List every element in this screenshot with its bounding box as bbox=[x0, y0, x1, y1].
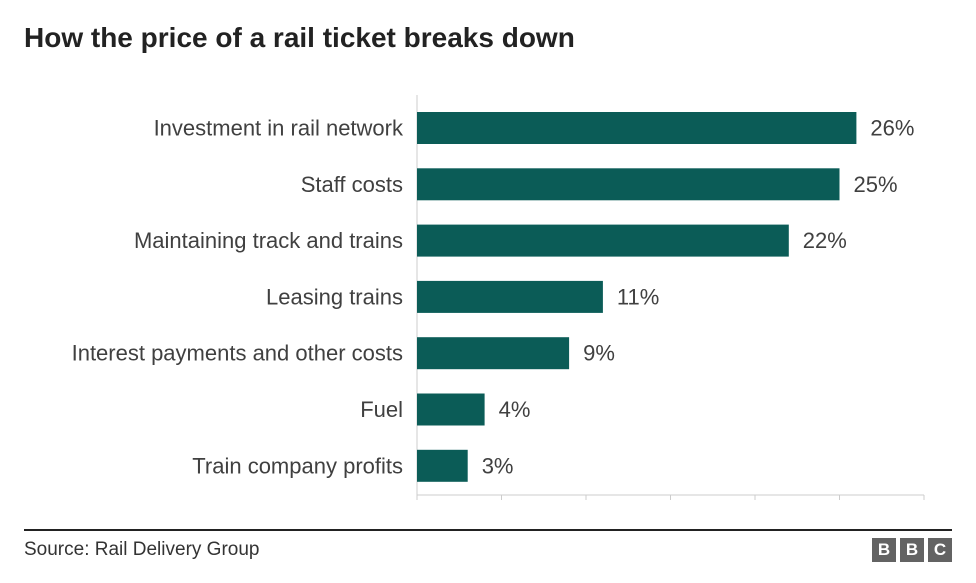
category-label: Fuel bbox=[360, 397, 403, 422]
value-label: 25% bbox=[854, 172, 898, 197]
value-label: 3% bbox=[482, 453, 514, 478]
value-label: 4% bbox=[499, 397, 531, 422]
bar bbox=[417, 224, 789, 257]
chart-title: How the price of a rail ticket breaks do… bbox=[24, 22, 575, 53]
category-label: Maintaining track and trains bbox=[134, 228, 403, 253]
category-label: Staff costs bbox=[301, 172, 403, 197]
footer-rule bbox=[24, 529, 952, 531]
bar bbox=[417, 168, 840, 201]
bbc-logo-letter-1: B bbox=[872, 538, 896, 562]
bar-chart: Investment in rail network 26% Staff costs… bbox=[72, 95, 925, 500]
bar bbox=[417, 112, 857, 144]
bar bbox=[417, 337, 570, 370]
bbc-logo-letter-2: B bbox=[900, 538, 924, 562]
bar bbox=[417, 393, 485, 426]
value-label: 22% bbox=[803, 228, 847, 253]
value-label: 11% bbox=[617, 284, 659, 309]
category-label: Interest payments and other costs bbox=[72, 341, 403, 366]
bbc-logo-letter-3: C bbox=[928, 538, 952, 562]
value-label: 26% bbox=[870, 116, 914, 141]
bar bbox=[417, 280, 603, 313]
category-label: Investment in rail network bbox=[154, 116, 404, 141]
source-note: Source: Rail Delivery Group bbox=[24, 539, 260, 560]
value-label: 9% bbox=[583, 341, 615, 366]
bbc-logo: B B C bbox=[872, 538, 952, 562]
category-label: Train company profits bbox=[192, 453, 403, 478]
category-label: Leasing trains bbox=[266, 284, 403, 309]
bar bbox=[417, 449, 468, 482]
